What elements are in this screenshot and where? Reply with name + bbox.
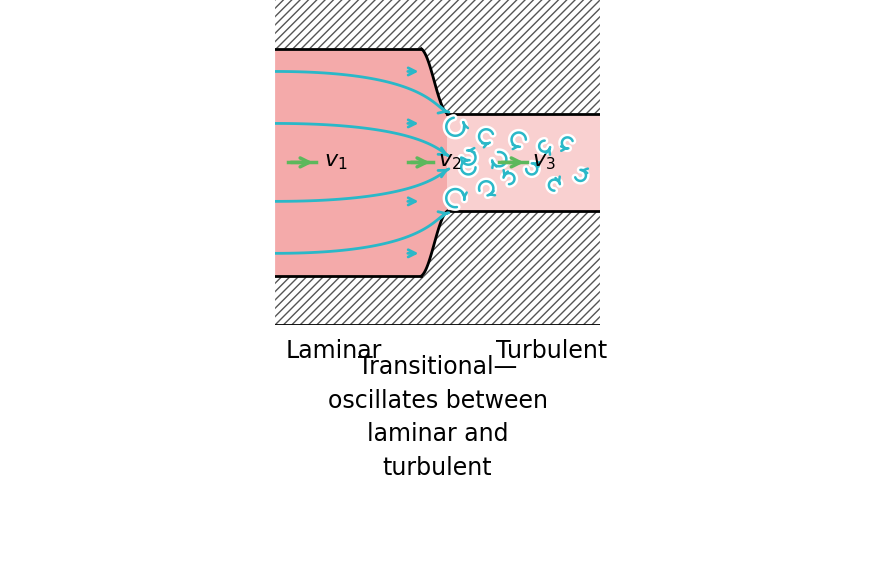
Text: $v_1$: $v_1$ — [324, 153, 347, 172]
Polygon shape — [275, 0, 600, 114]
Text: Laminar: Laminar — [285, 339, 382, 362]
Polygon shape — [275, 211, 600, 325]
Text: Transitional—
oscillates between
laminar and
turbulent: Transitional— oscillates between laminar… — [327, 356, 548, 480]
Text: Turbulent: Turbulent — [495, 339, 606, 362]
Polygon shape — [275, 49, 447, 276]
Polygon shape — [447, 114, 600, 211]
Text: $v_3$: $v_3$ — [532, 153, 556, 172]
Text: $v_2$: $v_2$ — [438, 153, 461, 172]
